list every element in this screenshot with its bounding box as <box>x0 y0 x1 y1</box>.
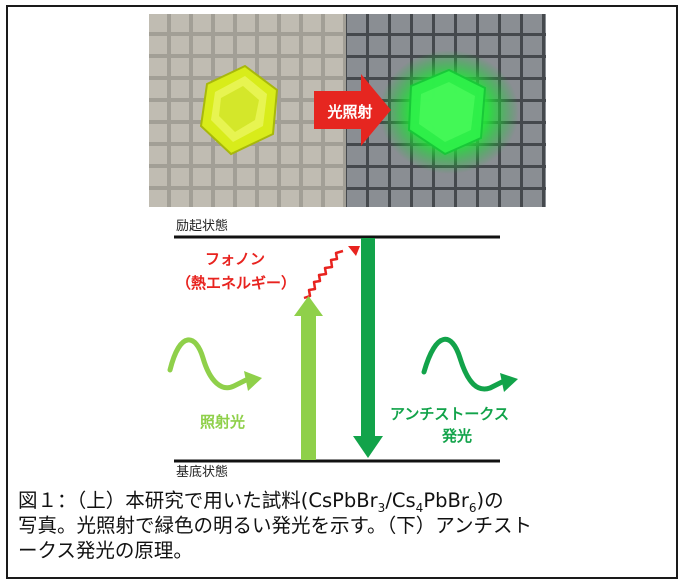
incident-light-label: 照射光 <box>200 413 245 431</box>
figure-frame <box>6 5 678 579</box>
figure-caption: 図１：（上）本研究で用いた試料(CsPbBr3/Cs4PbBr6)の 写真。光照… <box>18 488 668 563</box>
arrow-label: 光照射 <box>326 103 372 121</box>
emission-label: 発光 <box>441 427 472 445</box>
excited-state-label: 励起状態 <box>176 218 228 234</box>
anti-stokes-label: アンチストークス <box>390 405 509 423</box>
phonon-wavy-arrow <box>303 246 360 300</box>
light-irradiation-arrow: 光照射 <box>314 74 391 146</box>
caption-line-3: ークス発光の原理。 <box>18 539 193 562</box>
left-photo <box>149 14 346 207</box>
caption-line-2: 写真。光照射で緑色の明るい発光を示す。（下）アンチスト <box>18 514 533 537</box>
emission-arrow <box>353 238 383 458</box>
incident-light-wave <box>167 337 262 391</box>
ground-state-label: 基底状態 <box>176 464 228 480</box>
emitted-light-wave <box>421 337 518 392</box>
sample-photo: 光照射 <box>149 14 546 207</box>
caption-line-1: 図１：（上）本研究で用いた試料(CsPbBr3/Cs4PbBr6)の <box>18 489 504 515</box>
absorption-arrow <box>294 296 323 460</box>
phonon-sub-label: （熱エネルギー） <box>176 274 296 292</box>
phonon-label: フォノン <box>205 250 265 268</box>
